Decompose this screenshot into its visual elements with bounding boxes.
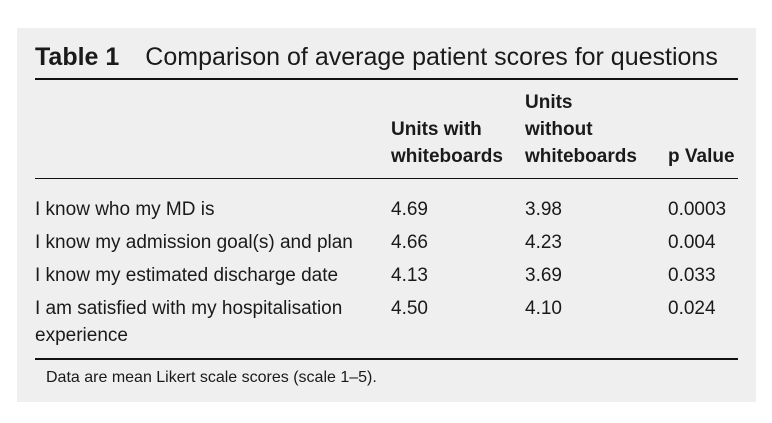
header-line: Units bbox=[525, 92, 573, 113]
row-p-value: 0.0003 bbox=[668, 199, 727, 220]
table-panel: Table 1 Comparison of average patient sco… bbox=[17, 28, 756, 402]
row-p-value: 0.024 bbox=[668, 298, 716, 319]
top-rule bbox=[35, 78, 738, 80]
header-line: Units with bbox=[391, 119, 482, 140]
row-with-value: 4.66 bbox=[391, 232, 428, 253]
header-line: whiteboards bbox=[391, 146, 503, 167]
row-p-value: 0.033 bbox=[668, 265, 716, 286]
table-title: Table 1 Comparison of average patient sco… bbox=[35, 42, 718, 72]
row-question: I know my admission goal(s) and plan bbox=[35, 232, 353, 253]
row-p-value: 0.004 bbox=[668, 232, 716, 253]
row-question: I know my estimated discharge date bbox=[35, 265, 339, 286]
table-label: Table 1 bbox=[35, 43, 120, 71]
row-with-value: 4.13 bbox=[391, 265, 428, 286]
header-p-value: p Value bbox=[668, 143, 735, 170]
row-without-value: 3.69 bbox=[525, 265, 562, 286]
table-caption: Comparison of average patient scores for… bbox=[145, 43, 718, 71]
bottom-rule bbox=[35, 358, 738, 360]
row-without-value: 4.10 bbox=[525, 298, 562, 319]
header-rule bbox=[35, 178, 738, 179]
header-units-with-whiteboards: Units with whiteboards bbox=[391, 116, 503, 170]
row-with-value: 4.69 bbox=[391, 199, 428, 220]
row-without-value: 3.98 bbox=[525, 199, 562, 220]
header-line: p Value bbox=[668, 146, 735, 167]
row-question: I am satisfied with my hospitalisation e… bbox=[35, 298, 343, 346]
row-question: I know who my MD is bbox=[35, 199, 215, 220]
header-line: without bbox=[525, 119, 593, 140]
table-footnote: Data are mean Likert scale scores (scale… bbox=[46, 369, 377, 386]
header-line: whiteboards bbox=[525, 146, 637, 167]
row-with-value: 4.50 bbox=[391, 298, 428, 319]
row-without-value: 4.23 bbox=[525, 232, 562, 253]
header-units-without-whiteboards: Units without whiteboards bbox=[525, 89, 637, 170]
